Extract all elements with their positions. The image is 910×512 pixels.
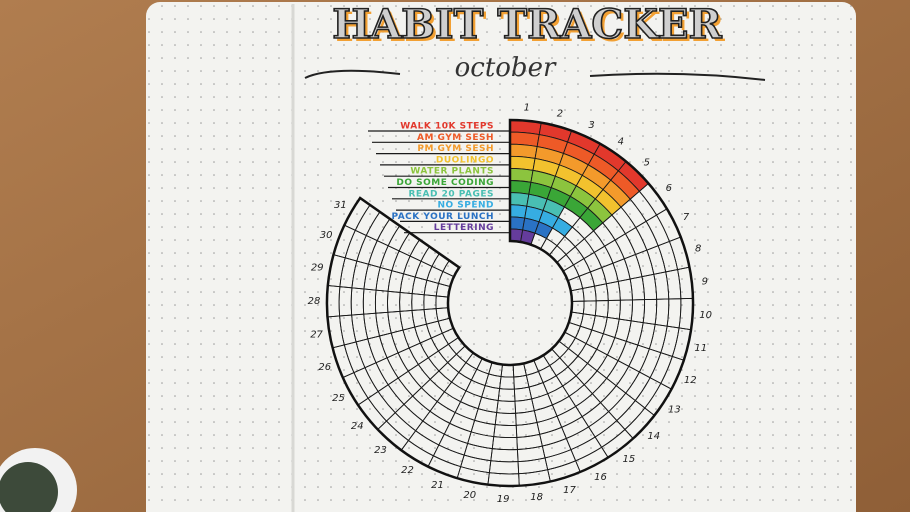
day-label: 2 <box>557 108 563 119</box>
habit-label: do some coding <box>396 178 494 188</box>
day-label: 23 <box>374 445 387 456</box>
habit-label: no spend <box>437 201 494 211</box>
day-label: 4 <box>618 136 624 147</box>
day-label: 13 <box>668 405 681 416</box>
filled-cell <box>509 204 528 219</box>
tracker-outline <box>325 118 695 488</box>
day-label: 10 <box>699 310 712 321</box>
habit-label: PM gym sesh <box>417 144 494 154</box>
day-label: 24 <box>351 421 364 432</box>
day-label: 29 <box>311 263 324 274</box>
day-label: 30 <box>320 230 333 241</box>
filled-cell <box>509 192 530 207</box>
habit-label: AM gym sesh <box>417 133 494 143</box>
day-label: 20 <box>463 490 476 501</box>
day-label: 21 <box>431 480 444 491</box>
tracker: walk 10k stepsAM gym seshPM gym seshduol… <box>308 103 712 505</box>
habit-label: water plants <box>410 167 494 177</box>
day-label: 12 <box>684 375 697 386</box>
habit-label: lettering <box>434 223 494 233</box>
flourish <box>304 69 766 81</box>
day-label: 6 <box>666 183 672 194</box>
day-label: 25 <box>332 393 345 404</box>
day-label: 31 <box>334 200 347 211</box>
day-label: 27 <box>310 330 323 341</box>
day-label: 16 <box>594 472 607 483</box>
filled-cell <box>509 216 526 231</box>
day-label: 15 <box>623 454 636 465</box>
day-label: 5 <box>644 158 650 169</box>
day-label: 11 <box>694 343 707 354</box>
dot-grid <box>146 2 856 512</box>
day-label: 26 <box>318 362 331 373</box>
habit-label: duolingo <box>436 155 494 165</box>
habit-label: walk 10k steps <box>400 122 494 132</box>
subtitle: october <box>455 53 557 83</box>
day-label: 22 <box>401 465 414 476</box>
day-label: 17 <box>563 485 576 496</box>
title: HABIT TRACKER <box>332 1 722 48</box>
day-label: 19 <box>497 494 510 505</box>
day-label: 8 <box>695 243 701 254</box>
day-label: 7 <box>683 212 690 223</box>
day-label: 3 <box>588 120 594 131</box>
filled-cell <box>509 180 532 195</box>
title-shadow: HABIT TRACKER <box>335 4 725 51</box>
habit-label: pack your lunch <box>391 212 494 222</box>
day-label: 28 <box>308 296 321 307</box>
day-label: 9 <box>702 276 708 287</box>
day-label: 14 <box>647 431 660 442</box>
day-label: 18 <box>530 492 543 503</box>
day-label: 1 <box>524 103 530 114</box>
habit-label: read 20 pages <box>408 189 494 199</box>
plant <box>0 462 58 512</box>
